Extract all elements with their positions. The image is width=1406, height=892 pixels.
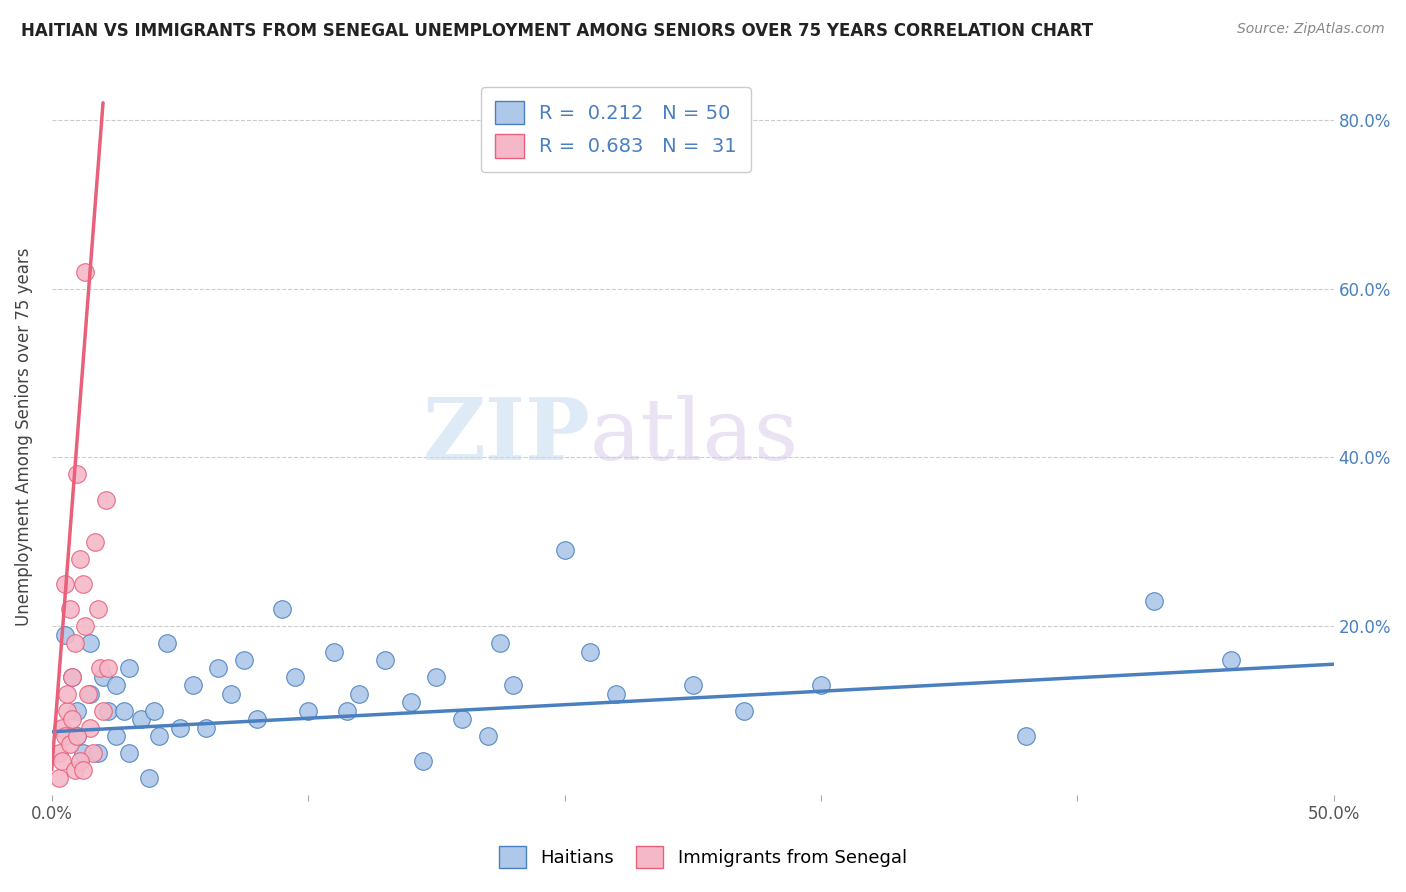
Point [349,687,371,701]
Text: Source: ZipAtlas.com: Source: ZipAtlas.com [1237,22,1385,37]
Point [56,687,79,701]
Point [89,661,111,675]
Point [72,763,94,777]
Point [59,602,82,616]
Point [91,704,114,718]
Point [66,467,89,482]
Point [143,704,166,718]
Point [91,670,114,684]
Point [138,771,160,785]
Point [131,712,153,726]
Point [69,551,91,566]
Point [76,687,98,701]
Point [682,678,704,692]
Point [48,746,70,760]
Point [1143,594,1166,608]
Point [112,704,135,718]
Point [69,754,91,768]
Point [87,602,110,616]
Point [72,577,94,591]
Point [374,653,396,667]
Legend: R =  0.212   N = 50, R =  0.683   N =  31: R = 0.212 N = 50, R = 0.683 N = 31 [481,87,751,171]
Point [412,754,434,768]
Point [246,712,269,726]
Point [53,577,76,591]
Point [59,738,82,752]
Point [148,729,170,743]
Legend: Haitians, Immigrants from Senegal: Haitians, Immigrants from Senegal [488,835,918,879]
Point [72,746,94,760]
Point [51,754,73,768]
Point [56,704,79,718]
Point [219,687,242,701]
Point [579,644,602,658]
Point [207,661,229,675]
Point [118,661,141,675]
Point [48,771,70,785]
Point [1220,653,1243,667]
Point [322,644,344,658]
Point [425,670,447,684]
Text: ZIP: ZIP [422,394,591,478]
Point [94,492,117,507]
Point [118,746,141,760]
Point [605,687,627,701]
Point [97,661,120,675]
Point [156,636,179,650]
Point [79,687,101,701]
Point [63,763,86,777]
Point [502,678,524,692]
Text: atlas: atlas [591,394,799,478]
Point [553,543,575,558]
Y-axis label: Unemployment Among Seniors over 75 years: Unemployment Among Seniors over 75 years [15,247,32,625]
Point [84,534,107,549]
Point [104,678,127,692]
Point [63,636,86,650]
Point [194,721,217,735]
Point [75,265,97,279]
Point [66,729,89,743]
Point [60,712,83,726]
Point [451,712,474,726]
Point [297,704,319,718]
Point [53,729,76,743]
Point [1015,729,1038,743]
Point [82,746,104,760]
Point [181,678,204,692]
Point [169,721,191,735]
Point [489,636,512,650]
Point [233,653,256,667]
Point [66,729,89,743]
Point [733,704,755,718]
Point [87,746,110,760]
Point [810,678,832,692]
Point [75,619,97,633]
Point [53,627,76,641]
Point [60,670,83,684]
Point [399,695,422,709]
Point [51,721,73,735]
Point [271,602,294,616]
Point [284,670,307,684]
Point [66,704,89,718]
Point [97,704,120,718]
Point [60,670,83,684]
Point [79,636,101,650]
Point [79,721,101,735]
Point [336,704,359,718]
Text: HAITIAN VS IMMIGRANTS FROM SENEGAL UNEMPLOYMENT AMONG SENIORS OVER 75 YEARS CORR: HAITIAN VS IMMIGRANTS FROM SENEGAL UNEMP… [21,22,1094,40]
Point [477,729,499,743]
Point [104,729,127,743]
